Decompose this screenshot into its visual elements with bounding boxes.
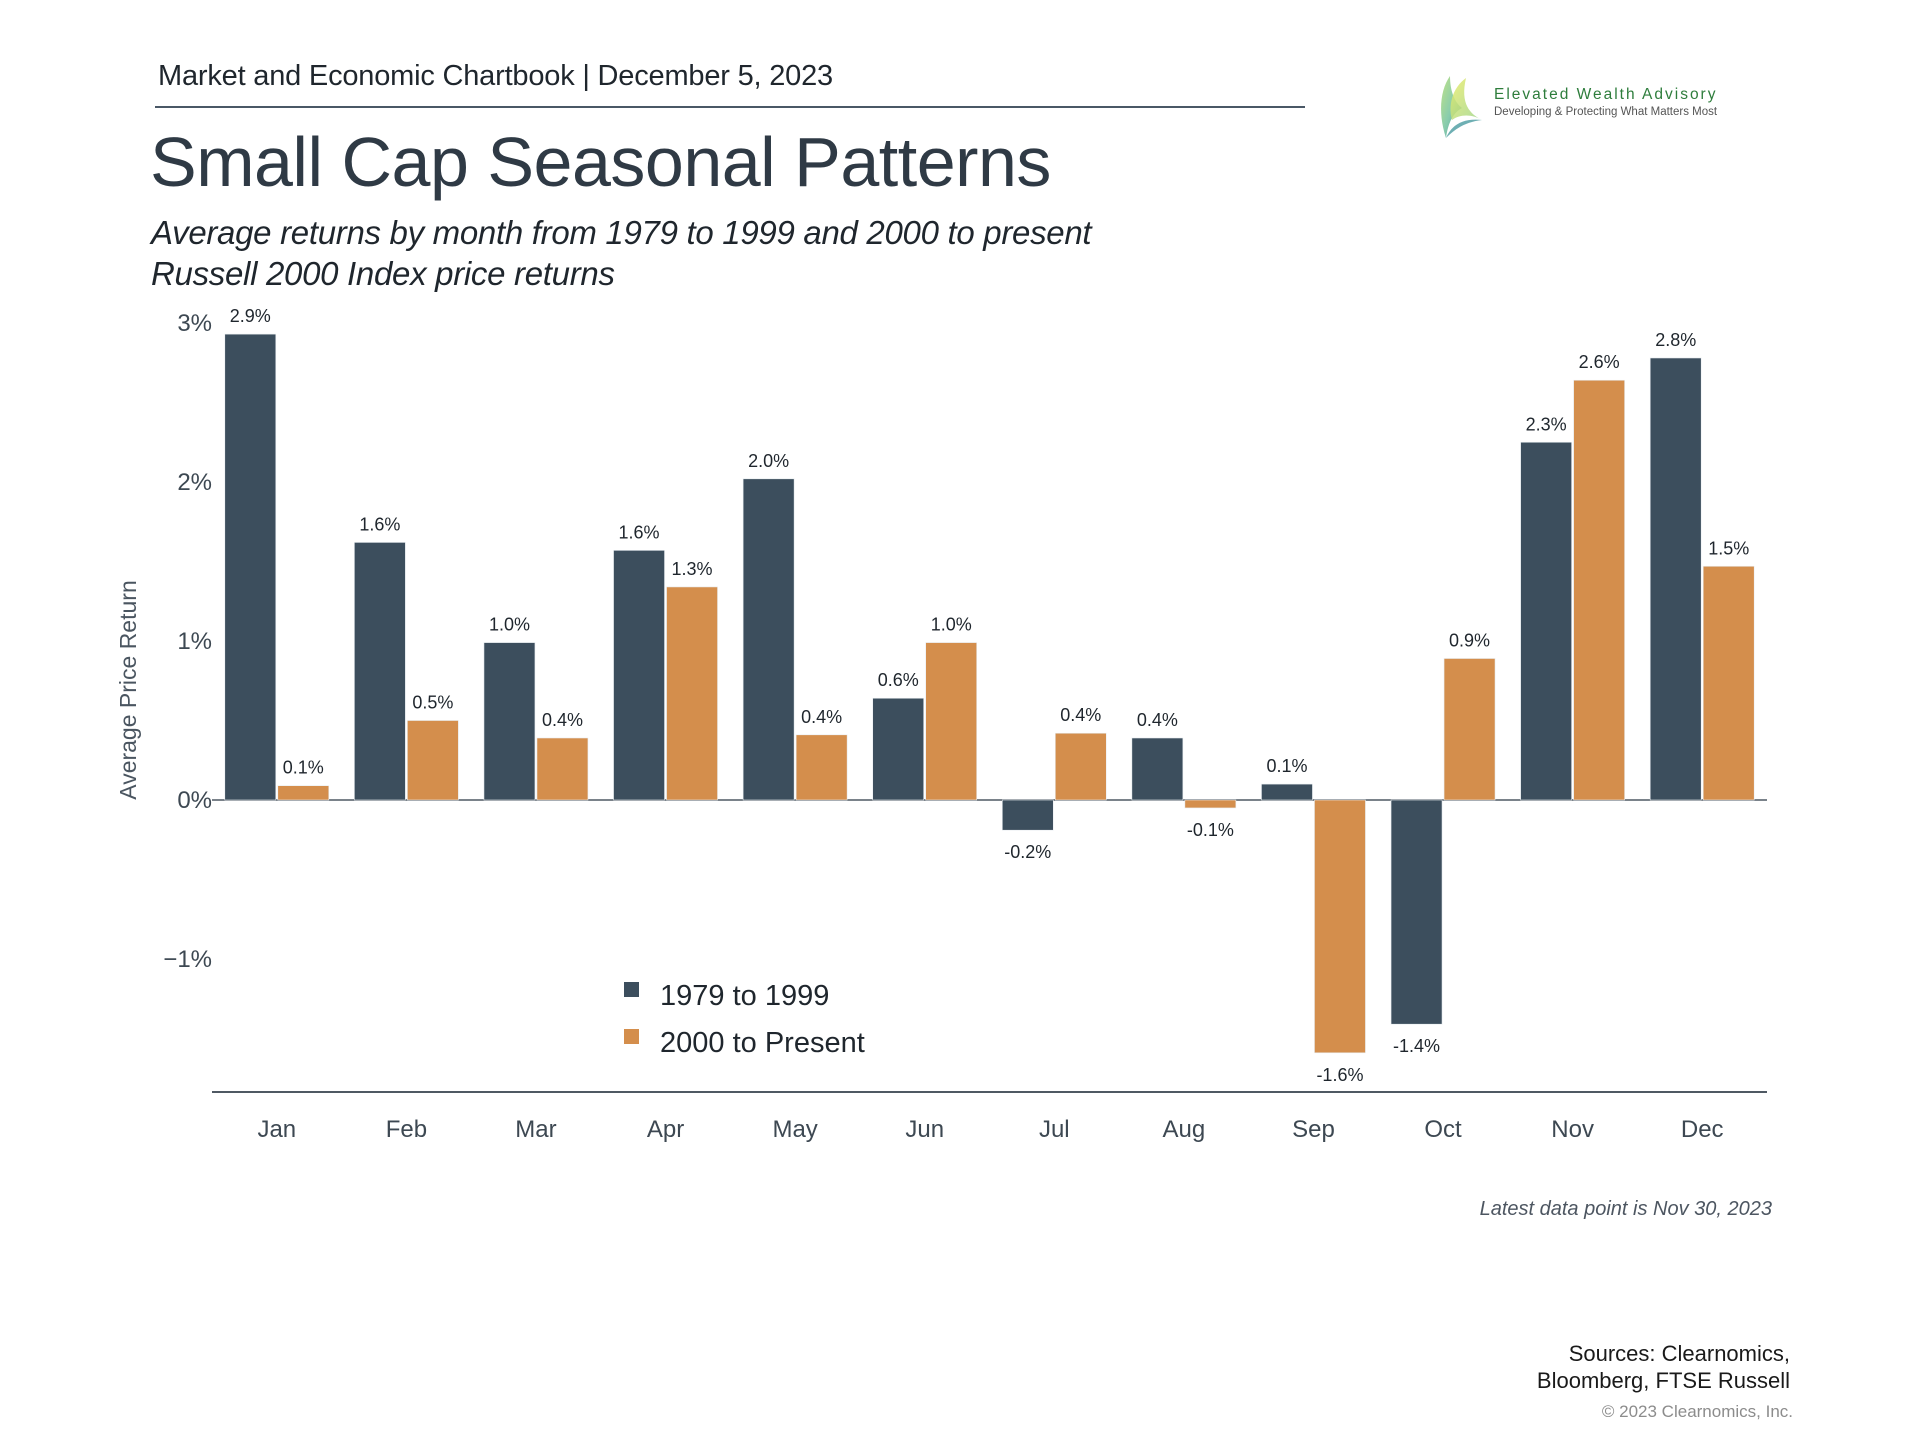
data-label: 1.6% bbox=[359, 514, 400, 534]
x-tick-label-jan: Jan bbox=[257, 1116, 296, 1143]
data-label: 0.4% bbox=[1137, 710, 1178, 730]
y-tick-label: 2% bbox=[177, 469, 212, 496]
data-label: 0.1% bbox=[1266, 756, 1307, 776]
bar-jul-2000-present bbox=[1054, 732, 1107, 801]
sources-line-2: Bloomberg, FTSE Russell bbox=[1536, 1368, 1790, 1393]
data-label: -1.6% bbox=[1316, 1065, 1363, 1085]
bar-apr-2000-present bbox=[666, 586, 718, 801]
data-label: 1.5% bbox=[1708, 538, 1749, 558]
bar-sep-1979-1999 bbox=[1261, 783, 1313, 801]
data-label: 0.4% bbox=[1060, 705, 1101, 725]
subtitle-line-2: Russell 2000 Index price returns bbox=[151, 255, 615, 292]
x-tick-label-feb: Feb bbox=[386, 1116, 427, 1143]
x-tick-label-apr: Apr bbox=[647, 1116, 684, 1143]
data-label: 0.4% bbox=[542, 710, 583, 730]
bar-mar-2000-present bbox=[536, 737, 589, 801]
y-tick-label: 3% bbox=[177, 310, 212, 337]
data-label: 2.8% bbox=[1655, 330, 1696, 350]
bar-nov-1979-1999 bbox=[1520, 441, 1572, 801]
bar-dec-2000-present bbox=[1702, 565, 1755, 801]
x-tick-label-jul: Jul bbox=[1039, 1116, 1070, 1143]
bar-may-1979-1999 bbox=[742, 478, 795, 801]
value-labels-group: 2.9% 0.1% 1.6% 0.5% 1.0% 0.4% 1.6% 1.3% 2.0% 0.4%… bbox=[230, 306, 1749, 1085]
page-title: Small Cap Seasonal Patterns bbox=[150, 123, 1051, 201]
data-label: 2.0% bbox=[748, 451, 789, 471]
y-axis-title: Average Price Return bbox=[115, 580, 141, 799]
data-label: 1.3% bbox=[672, 559, 713, 579]
x-tick-label-may: May bbox=[772, 1116, 817, 1143]
bar-aug-1979-1999 bbox=[1131, 737, 1184, 801]
bar-oct-2000-present bbox=[1443, 658, 1496, 801]
data-label: 1.6% bbox=[619, 522, 660, 542]
bar-jun-1979-1999 bbox=[872, 697, 925, 801]
y-axis-ticks: 3% 2% 1% 0% −1% bbox=[163, 310, 212, 973]
x-tick-label-sep: Sep bbox=[1292, 1116, 1335, 1143]
data-label: 0.1% bbox=[283, 758, 324, 778]
data-label: 1.0% bbox=[489, 615, 530, 635]
bar-may-2000-present bbox=[795, 734, 848, 801]
data-label: 2.9% bbox=[230, 306, 271, 326]
bar-mar-1979-1999 bbox=[483, 642, 536, 801]
bar-feb-1979-1999 bbox=[354, 542, 406, 801]
legend-label: 2000 to Present bbox=[660, 1027, 865, 1059]
bar-sep-2000-present bbox=[1314, 799, 1366, 1054]
data-label: 0.6% bbox=[878, 670, 919, 690]
bar-aug-2000-present bbox=[1184, 799, 1237, 809]
bar-apr-1979-1999 bbox=[613, 550, 665, 801]
x-tick-label-aug: Aug bbox=[1163, 1116, 1206, 1143]
data-label: -0.2% bbox=[1004, 842, 1051, 862]
bar-oct-1979-1999 bbox=[1390, 799, 1443, 1025]
chartbook-header: Market and Economic Chartbook | December… bbox=[158, 60, 833, 92]
y-tick-label: 0% bbox=[177, 787, 212, 814]
bar-jun-2000-present bbox=[925, 642, 978, 801]
legend-label: 1979 to 1999 bbox=[660, 980, 830, 1012]
bar-dec-1979-1999 bbox=[1649, 357, 1702, 801]
x-tick-label-mar: Mar bbox=[515, 1116, 556, 1143]
data-footnote: Latest data point is Nov 30, 2023 bbox=[1479, 1198, 1772, 1220]
x-axis-tick-labels: Jan Feb Mar Apr May Jun Jul Aug Sep Oct Nov Dec bbox=[257, 1116, 1723, 1143]
data-label: -0.1% bbox=[1187, 820, 1234, 840]
logo-company-name: Elevated Wealth Advisory bbox=[1494, 86, 1718, 103]
logo-tagline: Developing & Protecting What Matters Mos… bbox=[1494, 106, 1718, 118]
y-tick-label: 1% bbox=[177, 628, 212, 655]
x-tick-label-oct: Oct bbox=[1424, 1116, 1462, 1143]
bar-jan-2000-present bbox=[277, 785, 330, 801]
bars-group bbox=[224, 333, 1755, 1054]
bar-nov-2000-present bbox=[1573, 379, 1625, 801]
x-tick-label-nov: Nov bbox=[1551, 1116, 1594, 1143]
x-tick-label-jun: Jun bbox=[905, 1116, 944, 1143]
data-label: 0.9% bbox=[1449, 630, 1490, 650]
data-label: 2.6% bbox=[1579, 352, 1620, 372]
legend-swatch-2000-present bbox=[624, 1029, 639, 1044]
data-label: -1.4% bbox=[1393, 1036, 1440, 1056]
y-tick-label: −1% bbox=[163, 946, 212, 973]
sail-leaf-logo-icon bbox=[1441, 76, 1482, 138]
data-label: 2.3% bbox=[1526, 414, 1567, 434]
sources-note: Sources: Clearnomics, Bloomberg, FTSE Ru… bbox=[1537, 1340, 1790, 1394]
header-divider bbox=[155, 106, 1305, 108]
data-label: 0.4% bbox=[801, 707, 842, 727]
bar-jan-1979-1999 bbox=[224, 333, 277, 801]
company-logo: Elevated Wealth Advisory Developing & Pr… bbox=[1436, 70, 1756, 142]
subtitle-line-1: Average returns by month from 1979 to 19… bbox=[151, 214, 1092, 251]
copyright-notice: © 2023 Clearnomics, Inc. bbox=[1601, 1402, 1793, 1421]
x-tick-label-dec: Dec bbox=[1681, 1116, 1724, 1143]
legend-swatch-1979-1999 bbox=[624, 982, 639, 997]
bar-jul-1979-1999 bbox=[1001, 799, 1054, 831]
sources-line-1: Sources: Clearnomics, bbox=[1568, 1341, 1790, 1366]
bar-feb-2000-present bbox=[407, 720, 459, 801]
data-label: 0.5% bbox=[412, 693, 453, 713]
data-label: 1.0% bbox=[931, 615, 972, 635]
